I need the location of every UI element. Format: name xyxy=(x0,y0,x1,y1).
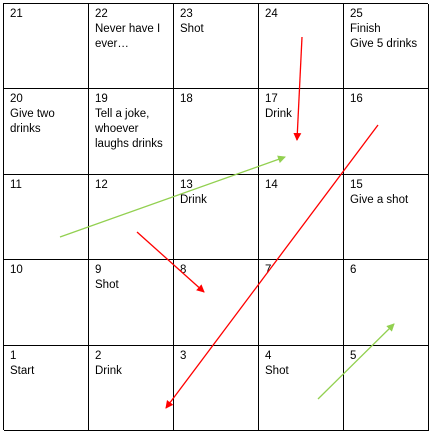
square-number: 10 xyxy=(10,264,23,277)
square-number: 5 xyxy=(350,349,357,362)
square-number: 4 xyxy=(265,349,272,362)
board-square-10: 10 xyxy=(4,260,89,346)
square-number: 18 xyxy=(180,93,193,106)
square-number: 15 xyxy=(350,178,363,191)
board-square-5: 5 xyxy=(344,345,429,431)
square-instruction: Never have I ever… xyxy=(95,23,161,50)
board-square-16: 16 xyxy=(344,89,429,175)
square-number: 17 xyxy=(265,93,278,106)
board-square-7: 7 xyxy=(259,260,344,346)
board-square-3: 3 xyxy=(174,345,259,431)
board-square-19: 19 Tell a joke, whoever laughs drinks xyxy=(89,89,174,175)
square-instruction: Shot xyxy=(95,279,119,292)
board-square-2: 2 Drink xyxy=(89,345,174,431)
board-square-21: 21 xyxy=(4,4,89,90)
square-number: 20 xyxy=(10,93,23,106)
square-number: 2 xyxy=(95,349,102,362)
square-instruction: Give a shot xyxy=(350,193,409,206)
board-square-22: 22 Never have I ever… xyxy=(89,4,174,90)
square-number: 23 xyxy=(180,8,193,20)
square-instruction: Drink xyxy=(265,108,292,121)
square-instruction: Finish Give 5 drinks xyxy=(350,23,418,50)
board-square-9: 9 Shot xyxy=(89,260,174,346)
square-number: 9 xyxy=(95,264,102,277)
square-number: 1 xyxy=(10,349,17,362)
square-number: 8 xyxy=(180,264,187,277)
square-instruction: Shot xyxy=(265,364,289,377)
square-instruction: Give two drinks xyxy=(10,108,55,136)
square-number: 22 xyxy=(95,8,108,20)
board-square-25: 25 Finish Give 5 drinks xyxy=(344,4,429,90)
board-square-11: 11 xyxy=(4,174,89,261)
board-square-12: 12 xyxy=(89,174,174,261)
square-number: 14 xyxy=(265,178,278,191)
square-number: 19 xyxy=(95,93,108,106)
board-square-24: 24 xyxy=(259,4,344,90)
board-square-23: 23 Shot xyxy=(174,4,259,90)
square-instruction: Drink xyxy=(95,364,122,377)
board-square-15: 15 Give a shot xyxy=(344,174,429,261)
board-square-6: 6 xyxy=(344,260,429,346)
square-number: 3 xyxy=(180,349,187,362)
square-number: 25 xyxy=(350,8,363,20)
square-number: 24 xyxy=(265,8,278,20)
square-number: 6 xyxy=(350,264,357,277)
board-square-20: 20 Give two drinks xyxy=(4,89,89,175)
square-instruction: Tell a joke, whoever laughs drinks xyxy=(95,108,163,151)
game-board: 21 22 Never have I ever… 23 Shot 24 25 Finish G… xyxy=(3,3,429,431)
square-number: 13 xyxy=(180,178,193,191)
board-square-13: 13 Drink xyxy=(174,174,259,261)
square-number: 21 xyxy=(10,8,23,20)
board-square-18: 18 xyxy=(174,89,259,175)
board-square-17: 17 Drink xyxy=(259,89,344,175)
square-instruction: Drink xyxy=(180,193,207,206)
square-number: 16 xyxy=(350,93,363,106)
board-square-8: 8 xyxy=(174,260,259,346)
square-number: 7 xyxy=(265,264,272,277)
square-number: 12 xyxy=(95,178,108,191)
board-square-4: 4 Shot xyxy=(259,345,344,431)
board-square-14: 14 xyxy=(259,174,344,261)
square-instruction: Start xyxy=(10,364,35,377)
board-square-1: 1 Start xyxy=(4,345,89,431)
square-number: 11 xyxy=(10,178,22,191)
square-instruction: Shot xyxy=(180,23,204,35)
